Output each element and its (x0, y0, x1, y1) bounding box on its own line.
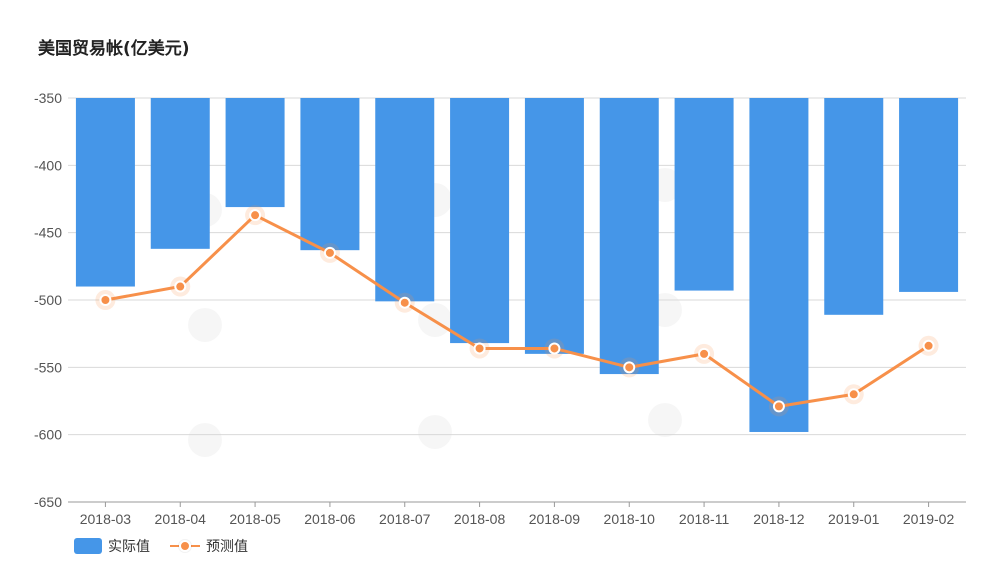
bars (75, 98, 959, 432)
bar[interactable] (300, 98, 360, 251)
bar[interactable] (375, 98, 435, 302)
y-tick-label: -450 (34, 225, 62, 241)
forecast-series-line (105, 213, 930, 408)
y-tick-label: -650 (34, 494, 62, 510)
x-tick-label: 2018-07 (379, 511, 431, 527)
legend-item-forecast[interactable]: 预测值 (170, 536, 248, 556)
forecast-point[interactable] (548, 342, 561, 355)
forecast-point[interactable] (847, 388, 860, 401)
forecast-point[interactable] (249, 209, 262, 222)
x-tick-label: 2018-06 (304, 511, 356, 527)
legend-swatch-line (170, 538, 200, 554)
forecast-point[interactable] (99, 294, 112, 306)
bar[interactable] (524, 98, 584, 354)
x-tick-label: 2018-05 (229, 511, 281, 527)
bar[interactable] (749, 98, 809, 432)
y-tick-label: -400 (34, 157, 62, 173)
forecast-point[interactable] (398, 296, 411, 309)
bar[interactable] (899, 98, 959, 292)
x-tick-label: 2018-08 (454, 511, 506, 527)
x-tick-label: 2018-11 (679, 511, 730, 527)
x-tick-label: 2018-04 (155, 511, 207, 527)
forecast-point[interactable] (772, 400, 785, 413)
x-tick-label: 2019-02 (903, 511, 955, 527)
x-tick-label: 2019-01 (828, 511, 880, 527)
legend-item-actual[interactable]: 实际值 (74, 536, 150, 556)
forecast-line (95, 205, 939, 417)
y-axis: -350 -400 -450 -500 -550 -600 -650 (34, 90, 62, 510)
forecast-point[interactable] (922, 339, 935, 352)
y-tick-label: -500 (34, 292, 62, 308)
forecast-point[interactable] (473, 342, 486, 355)
x-tick-label: 2018-10 (604, 511, 656, 527)
y-tick-label: -550 (34, 359, 62, 375)
bar[interactable] (150, 98, 210, 249)
chart-title: 美国贸易帐(亿美元) (38, 39, 190, 59)
bar[interactable] (824, 98, 884, 315)
bar[interactable] (674, 98, 734, 291)
x-axis: 2018-03 2018-04 2018-05 2018-06 2018-07 2018-… (68, 501, 966, 527)
x-tick-label: 2018-12 (753, 511, 805, 527)
bar[interactable] (225, 98, 285, 208)
bar[interactable] (75, 98, 135, 287)
legend-label-forecast: 预测值 (206, 539, 248, 555)
y-tick-label: -600 (34, 427, 62, 443)
y-tick-label: -350 (34, 90, 62, 106)
legend-swatch-bar (74, 538, 102, 554)
gridlines (68, 97, 966, 436)
legend-label-actual: 实际值 (108, 539, 150, 555)
forecast-point[interactable] (323, 246, 336, 259)
forecast-point[interactable] (698, 347, 711, 360)
forecast-point[interactable] (623, 361, 636, 374)
bar[interactable] (450, 98, 510, 344)
legend: 实际值 预测值 (74, 536, 248, 556)
x-tick-label: 2018-09 (529, 511, 581, 527)
forecast-point[interactable] (174, 280, 187, 293)
x-tick-label: 2018-03 (80, 511, 132, 527)
bar[interactable] (599, 98, 659, 375)
